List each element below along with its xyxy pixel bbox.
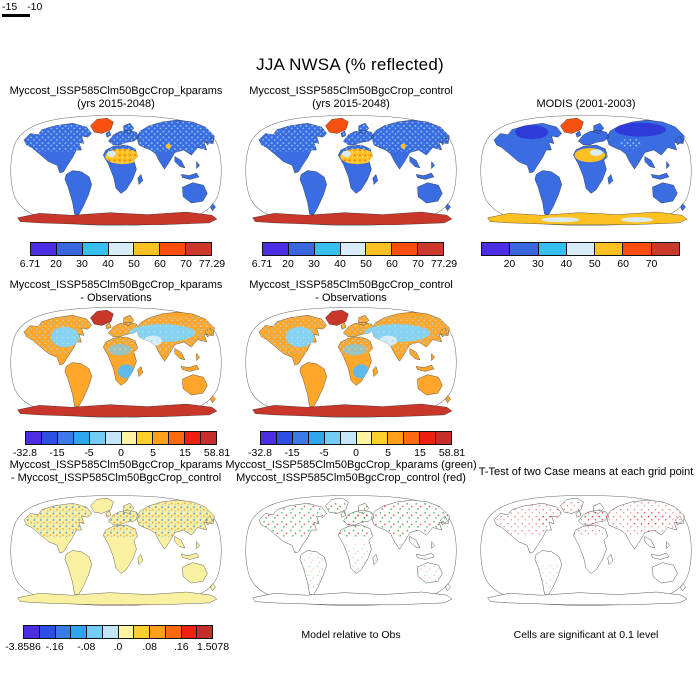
world-map-control-minus-obs xyxy=(236,305,466,420)
panel-title-line1: Myccost_ISSP585Clm50BgcCrop_kparams xyxy=(9,279,223,291)
panel-title-line1: Myccost_ISSP585Clm50BgcCrop_kparams (gre… xyxy=(225,459,477,471)
colorbar-case-diff xyxy=(23,625,213,639)
world-map-model-relative-obs xyxy=(236,493,466,608)
panel-title: Myccost_ISSP585Clm50BgcCrop_control - Ob… xyxy=(237,279,465,304)
panel-title: Myccost_ISSP585Clm50BgcCrop_kparams - Ob… xyxy=(2,279,230,304)
world-map-ttest xyxy=(471,493,700,608)
panel-title-line2: - Observations xyxy=(315,291,387,304)
panel-title: Myccost_ISSP585Clm50BgcCrop_control (yrs… xyxy=(237,85,465,110)
colorbar-modis xyxy=(481,242,680,256)
world-map-kparams-mean xyxy=(1,113,231,228)
colorbar-mean xyxy=(30,242,212,256)
panel-model-relative-obs: Myccost_ISSP585Clm50BgcCrop_kparams (gre… xyxy=(225,459,476,659)
colorbar-diff xyxy=(260,431,452,445)
world-map-kparams-minus-obs xyxy=(1,305,231,420)
panel-title: Myccost_ISSP585Clm50BgcCrop_kparams - My… xyxy=(2,459,230,484)
panel-title-line1: Myccost_ISSP585Clm50BgcCrop_kparams xyxy=(9,85,223,97)
panel-title-line1: T-Test of two Case means at each grid po… xyxy=(478,466,694,478)
panel-title: T-Test of two Case means at each grid po… xyxy=(472,459,700,479)
panel-title: MODIS (2001-2003) xyxy=(472,85,700,110)
panel-title-line2: - Observations xyxy=(80,291,152,304)
panel-title: Myccost_ISSP585Clm50BgcCrop_kparams (yrs… xyxy=(2,85,230,110)
panel-title: Myccost_ISSP585Clm50BgcCrop_kparams (gre… xyxy=(225,459,476,484)
panel-modis: MODIS (2001-2003) 20 30 40 50 60 70 xyxy=(472,85,700,285)
figure-title: JJA NWSA (% reflected) xyxy=(256,55,444,74)
colorbar-tick-labels: -3.8586 -.16 -.08.0.08.16 1.5078 xyxy=(5,641,230,653)
panel-caption: Model relative to Obs xyxy=(301,629,401,641)
panel-caption: Cells are significant at 0.1 level xyxy=(513,629,659,641)
colorbar-diff xyxy=(25,431,217,445)
colorbar-tick-labels: -32.8 -15 -5 0 5 15 58.81 xyxy=(13,447,231,459)
panel-control-mean: Myccost_ISSP585Clm50BgcCrop_control (yrs… xyxy=(237,85,465,285)
panel-title-line2: Myccost_ISSP585Clm50BgcCrop_control (red… xyxy=(236,471,466,484)
panel-title-line1: Myccost_ISSP585Clm50BgcCrop_kparams xyxy=(9,459,223,471)
panel-title-line2: MODIS (2001-2003) xyxy=(536,97,636,110)
panel-title-line1: Myccost_ISSP585Clm50BgcCrop_control xyxy=(249,85,453,97)
corner-colorbar-fragment: -15 -10 xyxy=(2,1,52,17)
panel-ttest: T-Test of two Case means at each grid po… xyxy=(472,459,700,659)
colorbar-tick-labels: 6.71 20 30 40 50 60 70 77.29 xyxy=(251,258,458,270)
panel-kparams-minus-control: Myccost_ISSP585Clm50BgcCrop_kparams - My… xyxy=(2,459,230,659)
panel-control-minus-obs: Myccost_ISSP585Clm50BgcCrop_control - Ob… xyxy=(237,279,465,479)
colorbar-tick-labels: 6.71 20 30 40 50 60 70 77.29 xyxy=(19,258,226,270)
corner-tick-b: -10 xyxy=(27,1,43,13)
panel-title-line2: - Myccost_ISSP585Clm50BgcCrop_control xyxy=(10,471,222,484)
colorbar-mean xyxy=(262,242,444,256)
corner-tick-a: -15 xyxy=(2,1,18,13)
panel-title-line1: Myccost_ISSP585Clm50BgcCrop_control xyxy=(249,279,453,291)
world-map-modis xyxy=(471,113,700,228)
panel-title-line2: (yrs 2015-2048) xyxy=(312,97,390,110)
colorbar-tick-labels: -32.8 -15 -5 0 5 15 58.81 xyxy=(248,447,466,459)
world-map-kparams-minus-control xyxy=(1,493,231,608)
panel-title-line2: (yrs 2015-2048) xyxy=(77,97,155,110)
colorbar-tick-labels: 20 30 40 50 60 70 xyxy=(503,258,658,270)
corner-line xyxy=(2,14,30,17)
panel-kparams-mean: Myccost_ISSP585Clm50BgcCrop_kparams (yrs… xyxy=(2,85,230,285)
panel-kparams-minus-obs: Myccost_ISSP585Clm50BgcCrop_kparams - Ob… xyxy=(1,279,231,479)
world-map-control-mean xyxy=(236,113,466,228)
